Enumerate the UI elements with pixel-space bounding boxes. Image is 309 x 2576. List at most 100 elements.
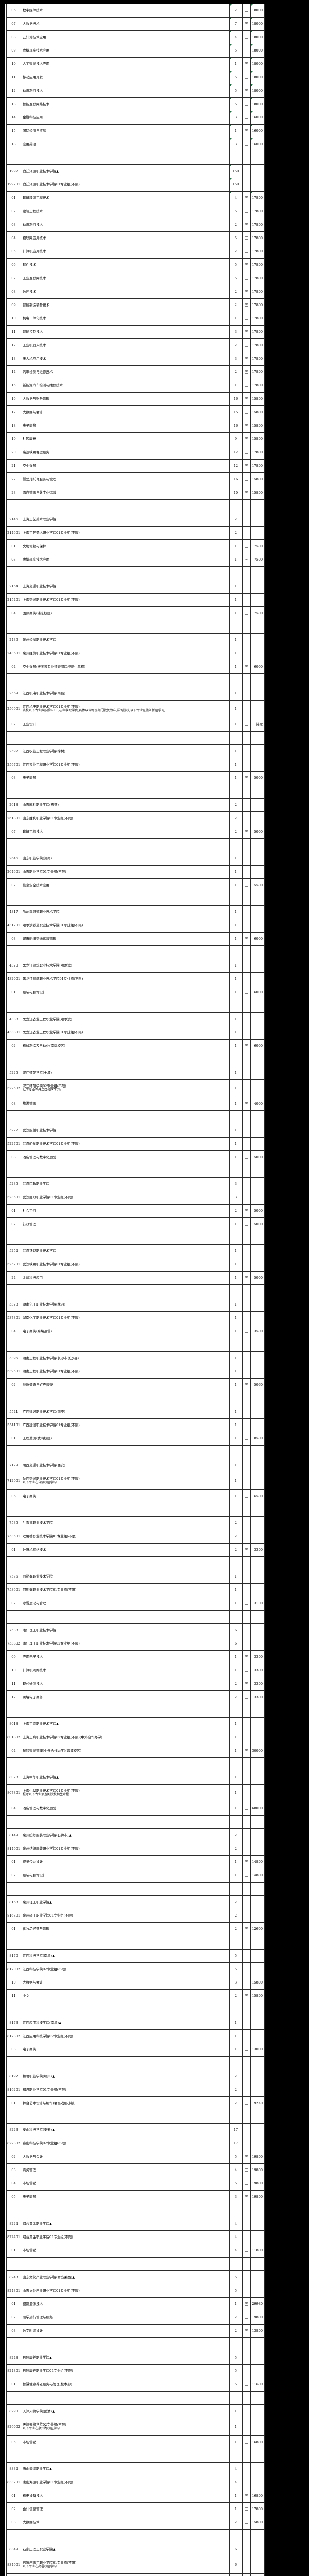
name-cell: 哈尔滨铁道职业技术学院01专业组(不限) bbox=[21, 919, 230, 933]
fee-cell bbox=[250, 1704, 265, 1718]
name-cell: 宿迁泽达职业技术学院▲ bbox=[21, 164, 230, 178]
name-cell: 黑龙江农业工程职业学院01专业组(不限) bbox=[21, 1026, 230, 1040]
duration-cell bbox=[242, 1298, 251, 1312]
duration-cell bbox=[242, 593, 251, 607]
duration-cell bbox=[242, 1842, 251, 1856]
name-text: 上海工艺美术职业学院 bbox=[23, 517, 56, 521]
institution-row: 8332 唐山海运职业学院▲ 4 bbox=[6, 2462, 265, 2476]
major-row: 07 建筑工程技术 2 三 5000 bbox=[6, 825, 265, 839]
code-cell: 09 bbox=[6, 44, 21, 58]
name-cell: 唐山海运职业学院01专业组(不限) bbox=[21, 2476, 230, 2489]
institution-row: 8149 泉州纺织服装职业学院(石狮市)▲ 2 bbox=[6, 1828, 265, 1842]
major-group-row: 259701 江西农业工程职业学院01专业组(不限) 1 bbox=[6, 758, 265, 772]
code-cell: 537801 bbox=[6, 1311, 21, 1325]
name-cell: 哈尔滨铁道职业技术学院 bbox=[21, 905, 230, 919]
fee-cell bbox=[250, 785, 265, 799]
name-text: 视觉传达设计 bbox=[23, 1859, 43, 1864]
code-cell bbox=[6, 1338, 21, 1352]
fee-cell bbox=[250, 1610, 265, 1624]
duration-cell bbox=[242, 1516, 251, 1530]
quota-cell: 1 bbox=[229, 647, 243, 660]
code-cell: 824301 bbox=[6, 2284, 21, 2298]
quota-cell: 3 bbox=[229, 2190, 243, 2204]
name-text: 冰雪运动与管理 bbox=[23, 1601, 46, 1605]
major-row: 03 虚拟现实技术应用 1 三 7500 bbox=[6, 553, 265, 567]
name-cell: 计算机应用技术 bbox=[21, 245, 230, 259]
code-cell: 2146 bbox=[6, 513, 21, 527]
name-text: 会计信息管理 bbox=[23, 2506, 43, 2511]
major-row: 10 大数据与会计 3 三 15800 bbox=[6, 1976, 265, 1990]
quota-cell: 3 bbox=[229, 352, 243, 366]
fee-cell: 11600 bbox=[250, 2378, 265, 2392]
quota-cell: 2 bbox=[229, 1690, 243, 1704]
duration-cell bbox=[242, 811, 251, 825]
duration-cell bbox=[242, 2029, 251, 2043]
code-cell: 01 bbox=[6, 2573, 21, 2576]
fee-cell: 17800 bbox=[250, 312, 265, 326]
quota-cell: 1 bbox=[229, 1378, 243, 1392]
fee-cell: 17800 bbox=[250, 258, 265, 272]
name-text: 和君职业学院(赣州)▲ bbox=[23, 2074, 55, 2078]
duration-cell bbox=[242, 1530, 251, 1544]
quota-cell: 1 bbox=[229, 1079, 243, 1097]
fee-cell: 8500 bbox=[250, 1432, 265, 1446]
name-cell: 天津天狮学院02专业组(不限) 以下专业在泉州路校区学习: bbox=[21, 2418, 230, 2436]
quota-cell: 2 bbox=[229, 513, 243, 527]
name-cell: 广西建设职业技术学院(南宁) bbox=[21, 1405, 230, 1419]
major-row: 02 行政管理 1 三 5000 bbox=[6, 1217, 265, 1231]
code-cell: 18 bbox=[6, 419, 21, 433]
code-cell bbox=[6, 1556, 21, 1570]
code-cell: 10 bbox=[6, 1976, 21, 1990]
name-text: 机电设备技术 bbox=[23, 2493, 43, 2498]
duration-cell: 三 bbox=[242, 1802, 251, 1816]
name-text: 天津天狮学院02专业组(不限) bbox=[23, 2422, 66, 2427]
major-row: 01 化妆品经营与管理 2 三 12600 bbox=[6, 1922, 265, 1936]
name-text: 泉州纺织服装职业学院01专业组(不限) bbox=[23, 1846, 80, 1851]
name-cell: 武汉铁路职业技术学院 bbox=[21, 1244, 230, 1258]
name-cell: 上海中华职业技术学院01专业组(不限) 报考以下专业须查阅院校招生章程 bbox=[21, 1784, 230, 1802]
quota-cell: 2 bbox=[229, 1922, 243, 1936]
fee-cell bbox=[250, 2204, 265, 2217]
code-cell: 07 bbox=[6, 825, 21, 839]
note-text: 该校以下专业拟按照5000元/年收取学费,具体以省物价部门批复为准,详询院校,以… bbox=[23, 708, 166, 713]
duration-cell bbox=[242, 1784, 251, 1802]
duration-cell bbox=[242, 1936, 251, 1950]
major-row: 11 智能控制技术 3 三 17800 bbox=[6, 325, 265, 339]
fee-cell bbox=[250, 2070, 265, 2083]
major-row: 04 国际商务(浦东校区) 1 三 7500 bbox=[6, 606, 265, 620]
code-cell: 02 bbox=[6, 2502, 21, 2516]
duration-cell bbox=[242, 700, 251, 718]
duration-cell: 三 bbox=[242, 1597, 251, 1611]
name-cell: 江西科技学院(南昌)▲ bbox=[21, 1949, 230, 1963]
name-text: 日照康养职业学院01专业组(不限) bbox=[23, 2368, 73, 2373]
fee-cell: 14800 bbox=[250, 1855, 265, 1869]
major-group-row: 819201 和君职业学院01专业组(不限) 2 bbox=[6, 2083, 265, 2097]
name-text: 上海工商职业技术学院▲ bbox=[23, 1721, 59, 1726]
name-text: 服装与服饰设计 bbox=[23, 1873, 46, 1877]
fee-cell: 13000 bbox=[250, 2043, 265, 2057]
code-cell: 08 bbox=[6, 30, 21, 44]
name-text: 泉州经贸职业技术学院 bbox=[23, 637, 56, 642]
duration-cell: 三 bbox=[242, 57, 251, 71]
name-text: 湖南工程职业技术学院01专业组(不限) bbox=[23, 1369, 80, 1374]
major-row: 01 智慧健康养老服务与管理(校本部) 5 三 11600 bbox=[6, 2378, 265, 2392]
major-row: 02 建筑工程技术 5 三 17800 bbox=[6, 205, 265, 218]
quota-cell: 7 bbox=[229, 17, 243, 31]
quota-cell bbox=[229, 1757, 243, 1771]
code-cell: 13 bbox=[6, 352, 21, 366]
major-row: 03 动漫制作技术 2 三 17800 bbox=[6, 218, 265, 232]
duration-cell bbox=[242, 785, 251, 799]
major-row: 01 社会工作 2 三 5000 bbox=[6, 1204, 265, 1218]
major-group-row: 431701 哈尔滨铁道职业技术学院01专业组(不限) 1 bbox=[6, 919, 265, 933]
fee-cell bbox=[250, 2230, 265, 2244]
name-text: 江西农业工程职业学院(樟树) bbox=[23, 749, 66, 753]
code-cell: 03 bbox=[6, 218, 21, 232]
fee-cell bbox=[250, 2123, 265, 2137]
name-cell: 空中乘务 bbox=[21, 459, 230, 473]
name-text: 智慧健康养老服务与管理(校本部) bbox=[23, 2382, 73, 2386]
major-row: 06 电子商务 1 三 6500 bbox=[6, 1489, 265, 1503]
fee-cell: 17800 bbox=[250, 298, 265, 312]
name-cell: 天津天狮学院(武清)▲ bbox=[21, 2404, 230, 2418]
name-text: 江西机电职业技术学院(南昌) bbox=[23, 691, 66, 696]
quota-cell bbox=[229, 1284, 243, 1298]
